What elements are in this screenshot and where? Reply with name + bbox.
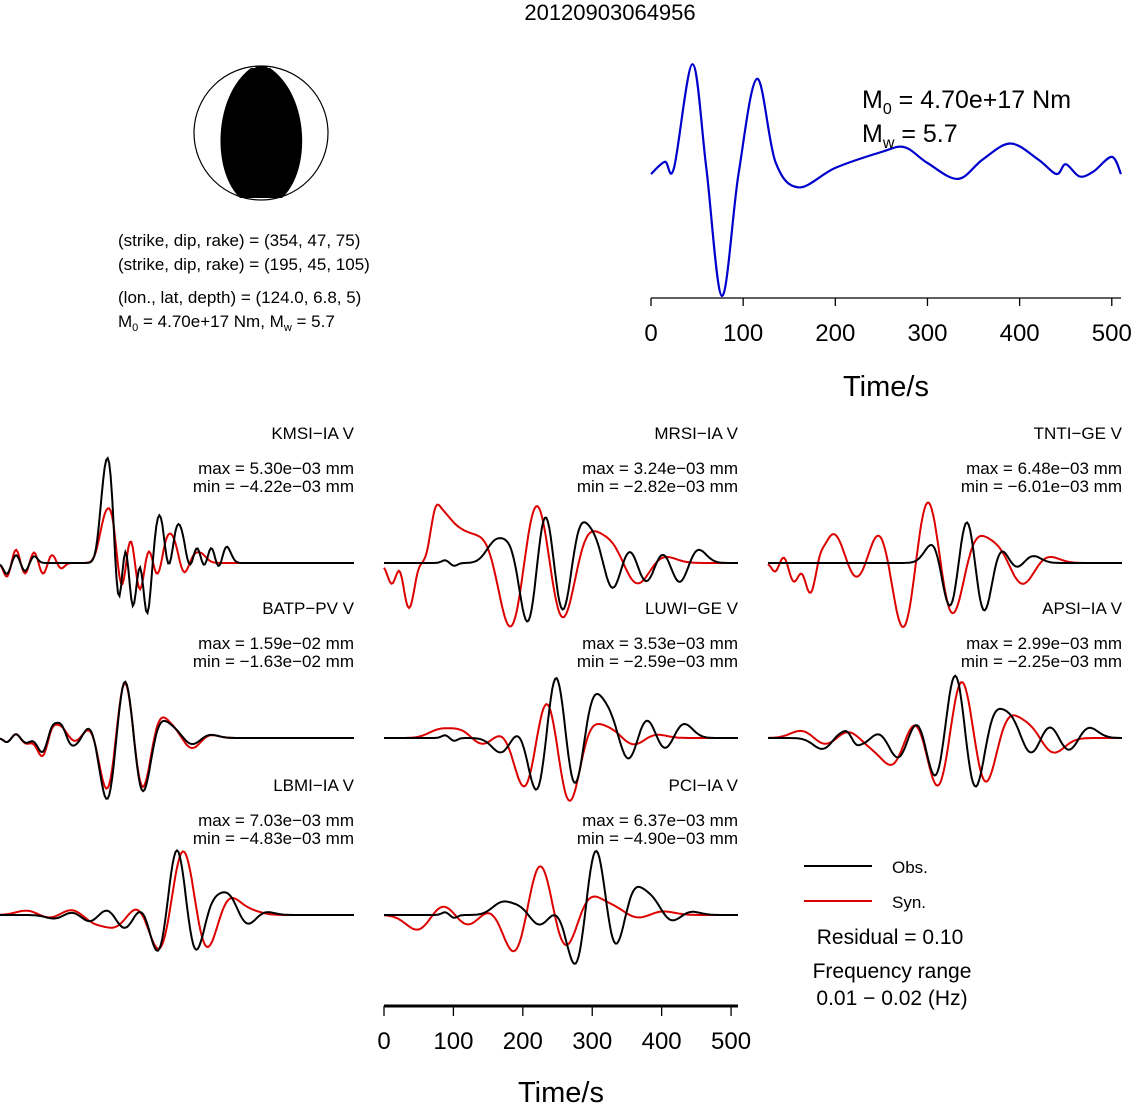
bottom-tick-label: 100 xyxy=(433,1028,473,1055)
legend-syn-label: Syn. xyxy=(892,893,926,912)
observed-trace xyxy=(384,676,738,791)
observed-trace xyxy=(768,674,1122,788)
station-max-amplitude: max = 5.30e−03 mm xyxy=(198,459,354,478)
legend-obs-label: Obs. xyxy=(892,858,928,877)
station-max-amplitude: max = 7.03e−03 mm xyxy=(198,811,354,830)
observed-trace xyxy=(0,848,354,952)
station-name: BATP−PV V xyxy=(262,599,354,618)
focal-parameters: (strike, dip, rake) = (354, 47, 75) (str… xyxy=(118,231,370,334)
stf-tick-label: 0 xyxy=(644,320,657,347)
residual-text: Residual = 0.10 xyxy=(817,926,964,949)
synthetic-trace xyxy=(768,681,1122,787)
compressional-cap xyxy=(254,66,269,72)
synthetic-trace xyxy=(384,703,738,802)
observed-trace xyxy=(384,849,738,965)
stf-tick-label: 100 xyxy=(723,320,763,347)
stf-curve xyxy=(650,63,1123,298)
station-min-amplitude: min = −4.90e−03 mm xyxy=(577,829,738,848)
synthetic-trace xyxy=(383,503,738,628)
synthetic-trace xyxy=(0,681,354,790)
source-time-function-panel: M0 = 4.70e+17 Nm Mw = 5.7 0 100 200 300 400 5… xyxy=(644,63,1132,403)
station-name: PCI−IA V xyxy=(669,776,739,795)
synthetic-trace xyxy=(0,507,354,592)
bottom-tick-label: 300 xyxy=(572,1028,612,1055)
synthetic-trace xyxy=(0,850,354,950)
bottom-x-ticks: 0 100 200 300 400 500 xyxy=(377,1006,751,1055)
bottom-tick-label: 400 xyxy=(642,1028,682,1055)
compressional-quadrant xyxy=(220,68,303,198)
observed-trace xyxy=(768,521,1122,612)
station-max-amplitude: max = 6.48e−03 mm xyxy=(966,459,1122,478)
bottom-tick-label: 200 xyxy=(503,1028,543,1055)
station-name: TNTI−GE V xyxy=(1034,424,1123,443)
station-name: LBMI−IA V xyxy=(273,776,354,795)
station-min-amplitude: min = −2.82e−03 mm xyxy=(577,477,738,496)
stf-tick-label: 500 xyxy=(1092,320,1132,347)
observed-trace xyxy=(0,680,354,800)
station-min-amplitude: min = −2.59e−03 mm xyxy=(577,652,738,671)
hypocenter: (lon., lat, depth) = (124.0, 6.8, 5) xyxy=(118,288,361,307)
station-max-amplitude: max = 2.99e−03 mm xyxy=(966,634,1122,653)
station-max-amplitude: max = 1.59e−02 mm xyxy=(198,634,354,653)
station-min-amplitude: min = −4.83e−03 mm xyxy=(193,829,354,848)
station-name: LUWI−GE V xyxy=(645,599,739,618)
nodal-plane-1: (strike, dip, rake) = (354, 47, 75) xyxy=(118,231,360,250)
stf-x-ticks: 0 100 200 300 400 500 xyxy=(644,298,1132,347)
station-name: MRSI−IA V xyxy=(654,424,738,443)
focal-mechanism-beachball xyxy=(193,65,329,201)
stf-tick-label: 300 xyxy=(907,320,947,347)
bottom-tick-label: 0 xyxy=(377,1028,390,1055)
moment-magnitude-summary: M0 = 4.70e+17 Nm, Mw = 5.7 xyxy=(118,312,335,334)
station-max-amplitude: max = 3.24e−03 mm xyxy=(582,459,738,478)
observed-trace xyxy=(0,456,354,616)
station-min-amplitude: min = −4.22e−03 mm xyxy=(193,477,354,496)
station-name: KMSI−IA V xyxy=(271,424,354,443)
station-min-amplitude: min = −2.25e−03 mm xyxy=(961,652,1122,671)
stf-mw-label: Mw = 5.7 xyxy=(862,120,958,152)
frequency-range-title: Frequency range xyxy=(813,960,972,983)
station-max-amplitude: max = 6.37e−03 mm xyxy=(582,811,738,830)
nodal-plane-2: (strike, dip, rake) = (195, 45, 105) xyxy=(118,255,370,274)
station-max-amplitude: max = 3.53e−03 mm xyxy=(582,634,738,653)
station-min-amplitude: min = −1.63e−02 mm xyxy=(193,652,354,671)
figure-title: 20120903064956 xyxy=(524,0,695,25)
observed-trace xyxy=(384,516,738,623)
stf-tick-label: 400 xyxy=(1000,320,1040,347)
frequency-range-value: 0.01 − 0.02 (Hz) xyxy=(816,987,967,1010)
bottom-tick-label: 500 xyxy=(711,1028,751,1055)
waveform-time-axis: 0 100 200 300 400 500 Time/s xyxy=(377,1004,751,1106)
station-min-amplitude: min = −6.01e−03 mm xyxy=(961,477,1122,496)
stf-x-axis-label: Time/s xyxy=(843,371,929,403)
stf-tick-label: 200 xyxy=(815,320,855,347)
stf-m0-label: M0 = 4.70e+17 Nm xyxy=(862,86,1071,118)
synthetic-trace xyxy=(383,865,738,953)
station-name: APSI−IA V xyxy=(1042,599,1123,618)
legend: Obs. Syn. Residual = 0.10 Frequency rang… xyxy=(804,858,971,1010)
bottom-x-axis-label: Time/s xyxy=(518,1077,604,1106)
